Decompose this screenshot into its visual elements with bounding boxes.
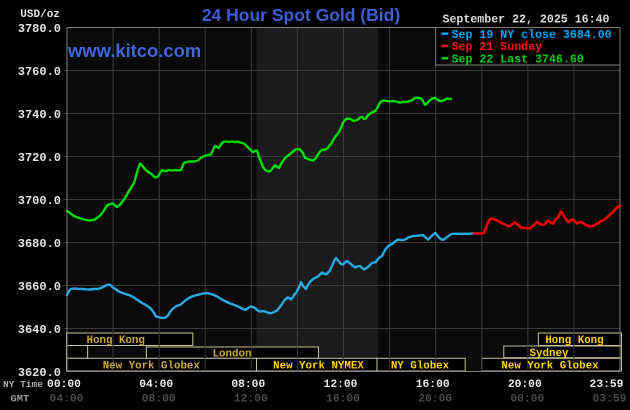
svg-text:USD/oz: USD/oz (20, 9, 60, 21)
svg-text:Sep 19 NY close 3684.00: Sep 19 NY close 3684.00 (452, 29, 612, 42)
svg-text:03:59: 03:59 (593, 394, 627, 406)
svg-text:3740.0: 3740.0 (18, 108, 61, 122)
svg-text:3640.0: 3640.0 (18, 323, 61, 337)
svg-text:04:00: 04:00 (139, 379, 173, 391)
svg-text:12:00: 12:00 (324, 379, 358, 391)
svg-text:12:00: 12:00 (234, 394, 268, 406)
svg-text:3720.0: 3720.0 (18, 151, 61, 165)
svg-text:08:00: 08:00 (231, 379, 265, 391)
svg-text:New York NYMEX: New York NYMEX (273, 360, 364, 372)
svg-text:3700.0: 3700.0 (18, 194, 61, 208)
svg-text:Hong Kong: Hong Kong (87, 335, 145, 347)
svg-text:Sep 21 Sunday: Sep 21 Sunday (452, 41, 542, 54)
svg-text:3760.0: 3760.0 (18, 65, 61, 79)
svg-text:NY Time: NY Time (3, 379, 43, 390)
svg-text:Sep 22 Last 3746.60: Sep 22 Last 3746.60 (452, 53, 584, 66)
svg-text:20:00: 20:00 (508, 379, 542, 391)
svg-text:3680.0: 3680.0 (18, 237, 61, 251)
svg-text:16:00: 16:00 (416, 379, 450, 391)
svg-text:3620.0: 3620.0 (18, 366, 61, 380)
svg-text:Sydney: Sydney (530, 348, 569, 360)
svg-text:3780.0: 3780.0 (18, 22, 61, 36)
svg-text:04:00: 04:00 (50, 394, 84, 406)
svg-text:00:00: 00:00 (47, 379, 81, 391)
svg-text:08:00: 08:00 (142, 394, 176, 406)
svg-text:GMT: GMT (11, 394, 30, 406)
svg-text:NY Globex: NY Globex (391, 360, 450, 372)
svg-text:3660.0: 3660.0 (18, 280, 61, 294)
svg-text:20:00: 20:00 (418, 394, 452, 406)
svg-text:Hong Kong: Hong Kong (545, 335, 603, 347)
svg-text:New York Globex: New York Globex (501, 360, 599, 372)
svg-text:www.kitco.com: www.kitco.com (67, 40, 201, 61)
svg-text:24 Hour Spot Gold (Bid): 24 Hour Spot Gold (Bid) (202, 5, 400, 25)
svg-text:New York Globex: New York Globex (103, 360, 201, 372)
svg-text:September 22, 2025 16:40: September 22, 2025 16:40 (443, 13, 610, 26)
svg-text:23:59: 23:59 (590, 379, 624, 391)
svg-text:16:00: 16:00 (326, 394, 360, 406)
svg-text:London: London (213, 348, 252, 360)
svg-text:00:00: 00:00 (510, 394, 544, 406)
